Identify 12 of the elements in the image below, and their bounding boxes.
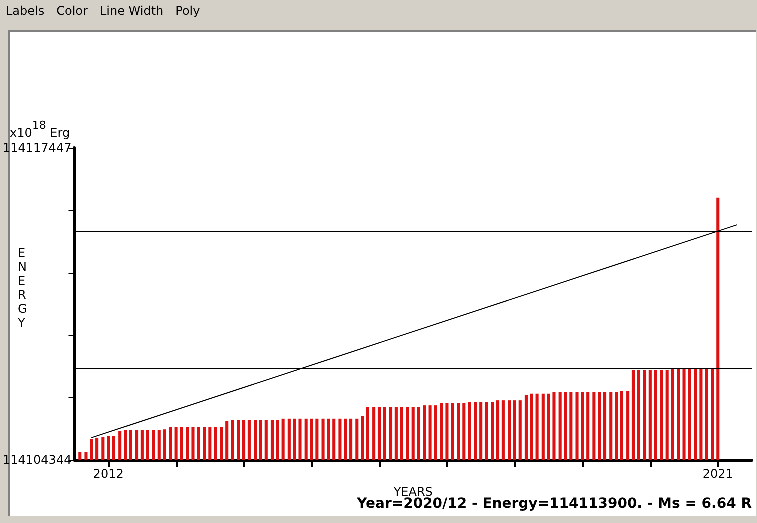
text: Labels — [6, 4, 45, 18]
text: Year=2020/12 - Energy=114113900. - Ms = 6.64 R — [356, 496, 752, 512]
x-tick-label: 2021 — [702, 467, 734, 481]
text: Line Width — [100, 4, 164, 18]
x-tick-label: 2012 — [93, 467, 124, 481]
y-axis-title: ENERGY — [17, 246, 28, 330]
y-tick-label: 114104344 — [2, 453, 72, 467]
text: Poly — [176, 4, 200, 18]
text: x1018 Erg — [10, 119, 70, 140]
text: Color — [56, 4, 88, 18]
y-tick-label: 114117447 — [2, 141, 72, 155]
x-axis-title: YEARS — [392, 485, 433, 499]
